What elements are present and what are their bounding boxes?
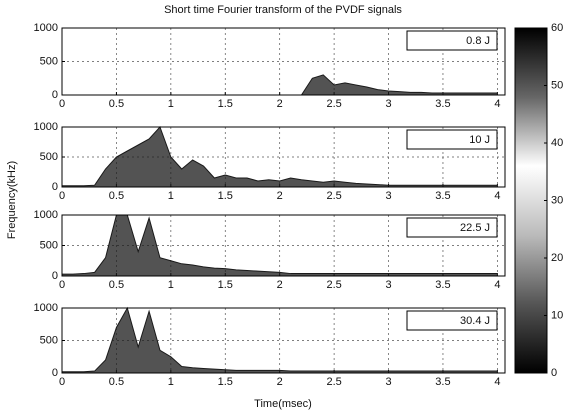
y-tick-label: 1000: [34, 209, 58, 221]
annotation: 30.4 J: [460, 315, 490, 327]
y-tick-label: 1000: [34, 22, 58, 34]
colorbar-tick-label: 200: [551, 252, 563, 264]
area-line: [62, 306, 498, 373]
x-tick-label: 1.5: [218, 190, 233, 202]
x-tick-label: 3.5: [435, 190, 450, 202]
area-fill: [62, 127, 498, 187]
y-tick-label: 500: [40, 151, 58, 163]
y-tick-label: 500: [40, 334, 58, 346]
colorbar-tick-label: 300: [551, 194, 563, 206]
annotation-box: [406, 129, 498, 150]
x-tick-label: 3: [385, 279, 391, 291]
annotation-box: [406, 310, 498, 331]
x-tick-label: 2.5: [326, 190, 341, 202]
area-line: [62, 126, 498, 187]
y-tick-label: 0: [52, 89, 58, 101]
y-tick-label: 0: [52, 270, 58, 282]
x-tick-label: 1.5: [218, 376, 233, 388]
annotation-box: [406, 30, 498, 51]
plot-frame: [61, 214, 506, 277]
colorbar-tick-label: 100: [551, 309, 563, 321]
x-tick-label: 2: [277, 376, 283, 388]
x-tick-label: 0: [59, 376, 65, 388]
chart-title: Short time Fourier transform of the PVDF…: [164, 4, 402, 16]
x-tick-label: 2.5: [326, 279, 341, 291]
x-tick-label: 2: [277, 98, 283, 110]
annotation-box: [406, 217, 498, 238]
colorbar-tick-label: 400: [551, 137, 563, 149]
y-tick-label: 1000: [34, 121, 58, 133]
x-tick-label: 2: [277, 279, 283, 291]
x-tick-label: 0.5: [109, 98, 124, 110]
annotation: 0.8 J: [466, 35, 490, 47]
x-tick-label: 0: [59, 98, 65, 110]
x-tick-label: 3.5: [435, 376, 450, 388]
x-tick-label: 1: [168, 279, 174, 291]
x-tick-label: 3: [385, 98, 391, 110]
x-tick-label: 0.5: [109, 279, 124, 291]
x-tick-label: 3.5: [435, 279, 450, 291]
y-tick-label: 0: [52, 181, 58, 193]
x-tick-label: 0: [59, 190, 65, 202]
x-tick-label: 2.5: [326, 376, 341, 388]
y-tick-label: 500: [40, 239, 58, 251]
x-tick-label: 4: [494, 376, 500, 388]
x-tick-label: 0.5: [109, 376, 124, 388]
colorbar: [514, 27, 548, 374]
x-tick-label: 1.5: [218, 98, 233, 110]
y-tick-label: 0: [52, 367, 58, 379]
plot-frame: [61, 307, 506, 374]
annotation: 22.5 J: [460, 222, 490, 234]
x-tick-label: 1: [168, 98, 174, 110]
area-line: [62, 214, 498, 275]
y-tick-label: 1000: [34, 302, 58, 314]
x-tick-label: 2.5: [326, 98, 341, 110]
x-tick-label: 4: [494, 190, 500, 202]
colorbar-tick-label: 500: [551, 79, 563, 91]
x-tick-label: 3: [385, 376, 391, 388]
x-tick-label: 1: [168, 376, 174, 388]
annotation: 10 J: [469, 134, 490, 146]
x-tick-label: 3: [385, 190, 391, 202]
colorbar-tick-label: 0: [551, 367, 557, 379]
x-tick-label: 3.5: [435, 98, 450, 110]
y-axis-label: Frequency(kHz): [6, 161, 18, 239]
colorbar-tick-label: 600: [551, 22, 563, 34]
y-tick-label: 500: [40, 55, 58, 67]
x-tick-label: 4: [494, 279, 500, 291]
x-axis-label: Time(msec): [254, 398, 312, 410]
plot-frame: [61, 126, 506, 188]
x-tick-label: 0: [59, 279, 65, 291]
x-tick-label: 1: [168, 190, 174, 202]
x-tick-label: 1.5: [218, 279, 233, 291]
plot-frame: [61, 27, 506, 96]
x-tick-label: 0.5: [109, 190, 124, 202]
x-tick-label: 2: [277, 190, 283, 202]
x-tick-label: 4: [494, 98, 500, 110]
